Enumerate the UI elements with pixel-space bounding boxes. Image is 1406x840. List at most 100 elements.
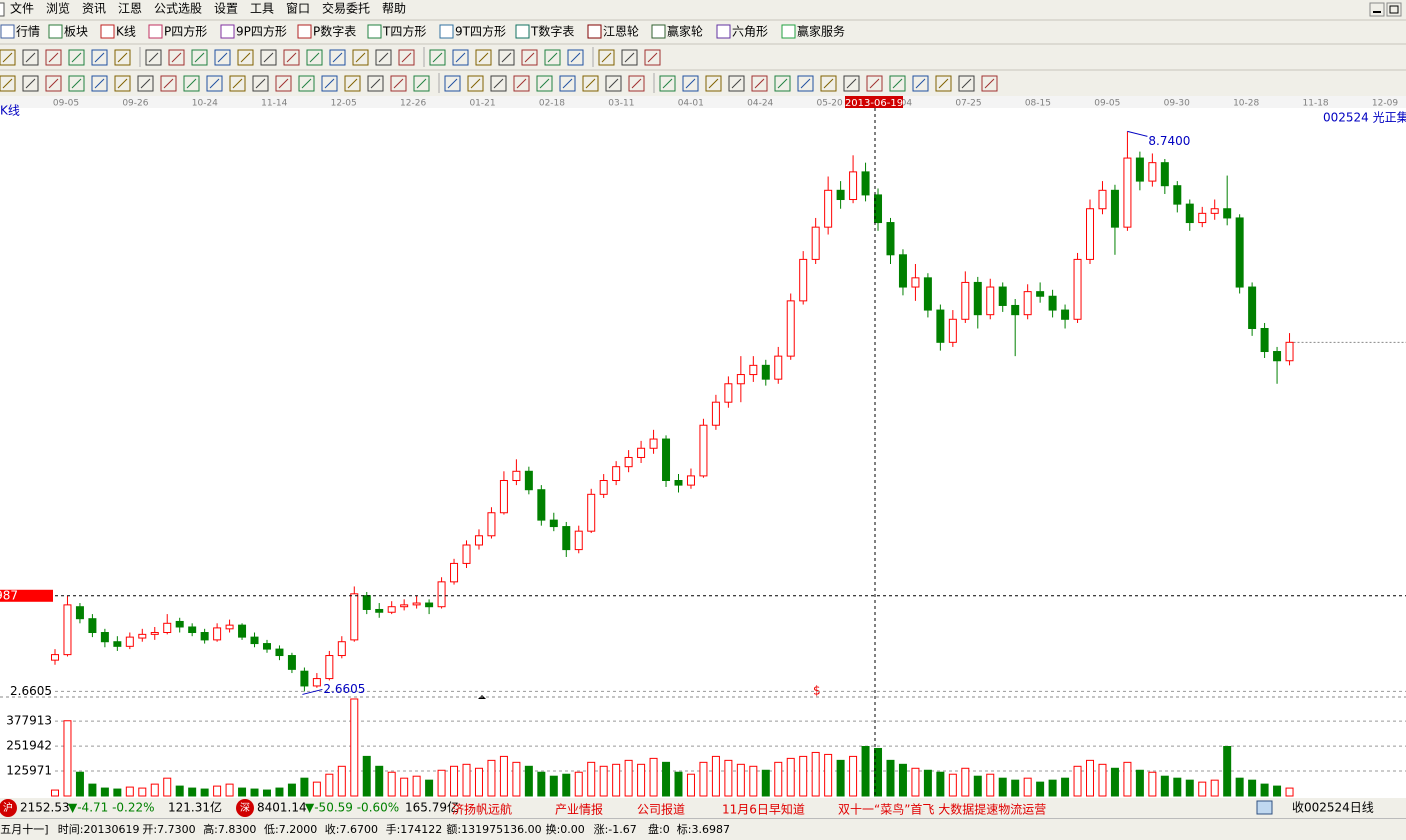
tool-icon-glyph[interactable] (94, 52, 105, 63)
tool-icon[interactable] (22, 49, 39, 66)
tool-icon[interactable] (536, 75, 553, 92)
tool-icon-glyph[interactable] (708, 78, 719, 89)
tool-icon[interactable] (45, 75, 62, 92)
tool-icon-glyph[interactable] (547, 52, 558, 63)
toolbar-button[interactable]: T数字表 (530, 24, 574, 39)
tool-icon[interactable] (820, 75, 837, 92)
toolbar-button[interactable]: 赢家服务 (797, 24, 845, 39)
tool-icon-glyph[interactable] (163, 78, 174, 89)
tool-icon-glyph[interactable] (401, 52, 412, 63)
tool-icon[interactable] (751, 75, 768, 92)
tool-icon[interactable] (797, 75, 814, 92)
toolbar-button[interactable]: T四方形 (382, 24, 426, 39)
tool-icon[interactable] (521, 49, 538, 66)
tool-icon-glyph[interactable] (800, 78, 811, 89)
toolbar-button[interactable]: 赢家轮 (667, 24, 703, 39)
toolbar-button[interactable]: 六角形 (732, 25, 768, 39)
tool-icon[interactable] (728, 75, 745, 92)
toolbar-icon[interactable] (515, 24, 530, 39)
tool-icon[interactable] (275, 75, 292, 92)
tool-icon-glyph[interactable] (447, 78, 458, 89)
tool-icon[interactable] (321, 75, 338, 92)
toolbar-button[interactable]: 行情 (16, 25, 40, 39)
tool-icon[interactable] (145, 49, 162, 66)
tool-icon-glyph[interactable] (71, 78, 82, 89)
tool-icon-glyph[interactable] (94, 78, 105, 89)
tool-icon[interactable] (168, 49, 185, 66)
tool-icon-glyph[interactable] (570, 52, 581, 63)
toolbar-button[interactable]: 江恩轮 (603, 25, 639, 39)
tool-icon-glyph[interactable] (562, 78, 573, 89)
tool-icon-glyph[interactable] (777, 78, 788, 89)
tool-icon[interactable] (114, 75, 131, 92)
tool-icon[interactable] (452, 49, 469, 66)
tool-icon-glyph[interactable] (171, 52, 182, 63)
tool-icon[interactable] (283, 49, 300, 66)
tool-icon[interactable] (22, 75, 39, 92)
tool-icon-glyph[interactable] (117, 52, 128, 63)
tool-icon[interactable] (352, 49, 369, 66)
tool-icon[interactable] (45, 49, 62, 66)
tool-icon[interactable] (237, 49, 254, 66)
menu-item[interactable]: 交易委托 (322, 1, 370, 16)
tool-icon[interactable] (329, 49, 346, 66)
toolbar-icon[interactable] (148, 24, 163, 39)
tool-icon[interactable] (582, 75, 599, 92)
tool-icon[interactable] (598, 49, 615, 66)
tool-icon-glyph[interactable] (685, 78, 696, 89)
tool-icon-glyph[interactable] (217, 52, 228, 63)
tool-icon-glyph[interactable] (892, 78, 903, 89)
tool-icon-glyph[interactable] (48, 78, 59, 89)
tool-icon-glyph[interactable] (754, 78, 765, 89)
tool-icon[interactable] (513, 75, 530, 92)
tool-icon[interactable] (467, 75, 484, 92)
toolbar-icon[interactable] (439, 24, 454, 39)
tool-icon[interactable] (114, 49, 131, 66)
tool-icon[interactable] (429, 49, 446, 66)
tool-icon[interactable] (866, 75, 883, 92)
tool-icon-glyph[interactable] (823, 78, 834, 89)
tool-icon-glyph[interactable] (585, 78, 596, 89)
tool-icon-glyph[interactable] (524, 52, 535, 63)
tool-icon-glyph[interactable] (2, 52, 13, 63)
toolbar-icon[interactable] (297, 24, 312, 39)
tool-icon-glyph[interactable] (938, 78, 949, 89)
tool-icon-glyph[interactable] (263, 52, 274, 63)
tool-icon-glyph[interactable] (286, 52, 297, 63)
tool-icon[interactable] (475, 49, 492, 66)
news-item[interactable]: 济扬帆远航 (452, 802, 512, 817)
tool-icon-glyph[interactable] (355, 52, 366, 63)
menu-item[interactable]: 工具 (250, 2, 274, 16)
tool-icon-glyph[interactable] (278, 78, 289, 89)
tool-icon[interactable] (935, 75, 952, 92)
tool-icon[interactable] (498, 49, 515, 66)
tool-icon-glyph[interactable] (324, 78, 335, 89)
tool-icon-glyph[interactable] (915, 78, 926, 89)
tool-icon[interactable] (605, 75, 622, 92)
tool-icon[interactable] (229, 75, 246, 92)
tool-icon[interactable] (68, 75, 85, 92)
tool-icon[interactable] (705, 75, 722, 92)
menu-item[interactable]: 资讯 (82, 2, 106, 16)
tool-icon[interactable] (68, 49, 85, 66)
tool-icon-glyph[interactable] (209, 78, 220, 89)
tool-icon-glyph[interactable] (25, 52, 36, 63)
tool-icon-glyph[interactable] (255, 78, 266, 89)
toolbar-icon[interactable] (100, 24, 115, 39)
tool-icon-glyph[interactable] (332, 52, 343, 63)
tool-icon-glyph[interactable] (478, 52, 489, 63)
toolbar-icon[interactable] (587, 24, 602, 39)
tool-icon-glyph[interactable] (601, 52, 612, 63)
tool-icon[interactable] (298, 75, 315, 92)
tool-icon-glyph[interactable] (309, 52, 320, 63)
tool-icon[interactable] (889, 75, 906, 92)
tool-icon-glyph[interactable] (232, 78, 243, 89)
window-buttons[interactable] (1369, 2, 1402, 17)
tool-icon[interactable] (91, 75, 108, 92)
tool-icon-glyph[interactable] (539, 78, 550, 89)
news-item[interactable]: 产业情报 (555, 802, 603, 817)
menu-item[interactable]: 公式选股 (154, 2, 202, 16)
toolbar-icon[interactable] (367, 24, 382, 39)
news-item[interactable]: 11月6日早知道 (722, 803, 805, 817)
toolbar-button[interactable]: K线 (116, 25, 136, 39)
